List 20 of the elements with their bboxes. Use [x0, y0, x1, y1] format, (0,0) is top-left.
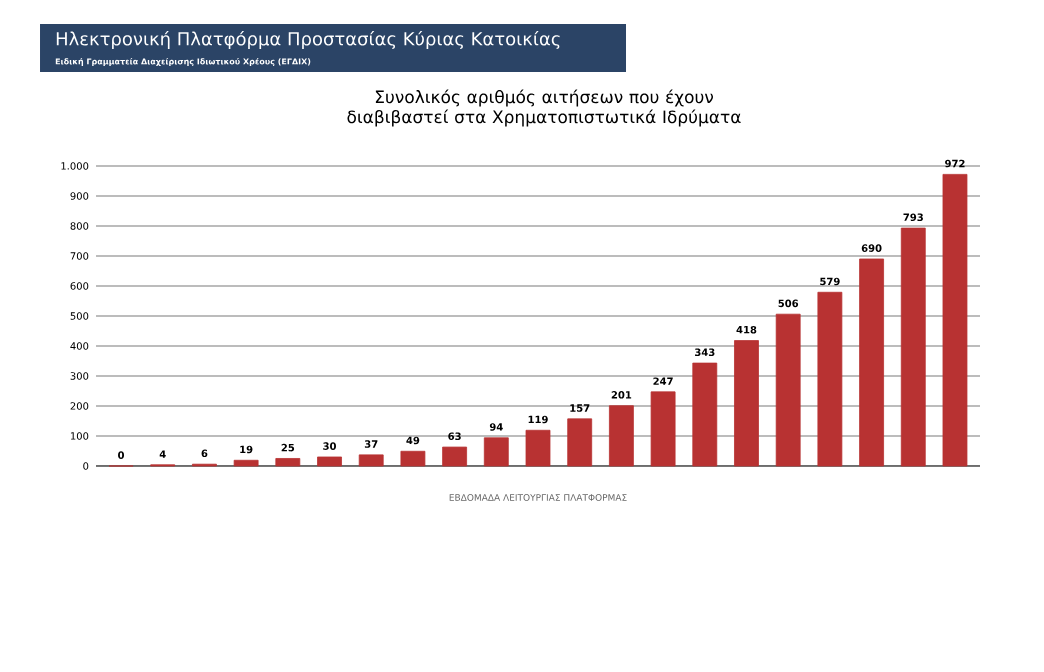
bar [734, 340, 759, 467]
bar [817, 291, 843, 467]
bar [233, 459, 259, 467]
bar [942, 173, 968, 467]
bar [317, 456, 342, 467]
bar [775, 313, 801, 467]
bar [900, 227, 926, 467]
bar [358, 454, 384, 467]
bar [859, 258, 884, 467]
bar [567, 418, 593, 467]
bar [483, 437, 509, 467]
bar [609, 405, 634, 467]
bar [525, 429, 551, 467]
bar [692, 362, 718, 467]
bar [275, 458, 301, 467]
bar [400, 450, 426, 467]
bar [442, 446, 468, 467]
bar [650, 391, 676, 467]
chart-title: Συνολικός αριθμός αιτήσεων που έχουν διαβιβαστεί στα Χρηματοπιστωτικά Ιδρύματα [347, 89, 741, 127]
text: Ηλεκτρονική Πλατφόρμα Προστασίας Κύριας Κατοικίας [56, 30, 560, 50]
